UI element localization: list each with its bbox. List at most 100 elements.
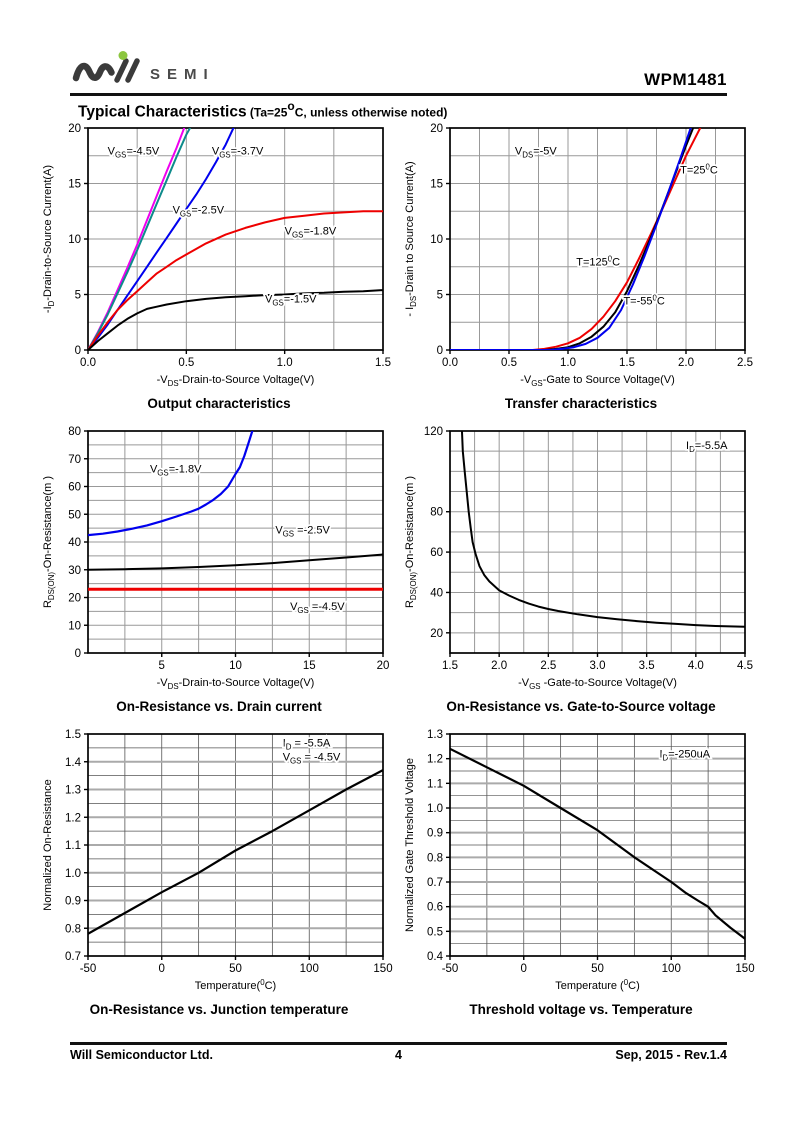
svg-text:40: 40 — [68, 537, 81, 549]
svg-text:30: 30 — [68, 565, 81, 577]
svg-text:1.5: 1.5 — [619, 357, 635, 369]
svg-text:VGS=-3.7V: VGS=-3.7V — [212, 146, 264, 160]
svg-text:5: 5 — [437, 290, 443, 302]
svg-text:20: 20 — [430, 628, 443, 640]
svg-text:VGS=-2.5V: VGS=-2.5V — [173, 204, 225, 218]
svg-text:VDS=-5V: VDS=-5V — [515, 146, 558, 160]
chart-on-resistance-vs-junction-temperature: -50 0 50 100 150 0.7 0.8 0.9 1.0 1.1 1.2 1.3 1.4 1.5 I… — [38, 726, 400, 1017]
svg-text:0.5: 0.5 — [427, 926, 443, 938]
svg-text:1.2: 1.2 — [65, 812, 81, 824]
svg-text:0.6: 0.6 — [427, 902, 443, 914]
svg-text:1.4: 1.4 — [65, 757, 82, 769]
svg-text:10: 10 — [229, 660, 242, 672]
page-footer: 4 Will Semiconductor Ltd. Sep, 2015 - Re… — [70, 1048, 727, 1062]
footer-page-number: 4 — [395, 1048, 402, 1062]
svg-text:1.5: 1.5 — [375, 357, 391, 369]
svg-text:50: 50 — [229, 963, 242, 975]
svg-text:50: 50 — [68, 509, 81, 521]
svg-text:0.0: 0.0 — [80, 357, 96, 369]
svg-text:T=250C: T=250C — [680, 163, 718, 177]
chart-title: On-Resistance vs. Junction temperature — [89, 1002, 349, 1017]
svg-text:T=-550C: T=-550C — [623, 293, 664, 307]
svg-text:-50: -50 — [80, 963, 97, 975]
on-resistance-vs-drain-current-plot: 5 10 15 20 0 10 20 30 40 50 60 70 80 VGS=-1.8V VGS =-2… — [42, 426, 390, 691]
chart-on-resistance-vs-drain-current: 5 10 15 20 0 10 20 30 40 50 60 70 80 VGS=-1.8V VGS =-2… — [38, 423, 400, 714]
svg-text:VGS = -4.5V: VGS = -4.5V — [283, 751, 341, 765]
svg-text:20: 20 — [377, 660, 390, 672]
svg-text:VGS=-1.8V: VGS=-1.8V — [285, 226, 337, 240]
chart-transfer-characteristics: 0.0 0.5 1.0 1.5 2.0 2.5 0 5 10 15 20 VDS=-5V T=250C T… — [400, 120, 762, 411]
svg-text:0: 0 — [521, 963, 527, 975]
svg-text:RDS(ON)-On-Resistance(m ): RDS(ON)-On-Resistance(m ) — [42, 476, 56, 608]
svg-text:T=1250C: T=1250C — [576, 255, 620, 269]
chart-threshold-voltage-vs-temperature: -50 0 50 100 150 0.4 0.5 0.6 0.7 0.8 0.9 1.0 1.1 1.2 1… — [400, 726, 762, 1017]
on-resistance-vs-gate-source-voltage-plot: 1.5 2.0 2.5 3.0 3.5 4.0 4.5 20 40 60 80 120 ID=-5.5A… — [404, 426, 753, 691]
svg-text:150: 150 — [735, 963, 754, 975]
svg-text:Temperature (0C): Temperature (0C) — [555, 978, 640, 992]
svg-text:80: 80 — [68, 426, 81, 438]
svg-text:ID=-250uA: ID=-250uA — [659, 748, 710, 762]
svg-text:5: 5 — [75, 290, 81, 302]
svg-text:2.0: 2.0 — [678, 357, 694, 369]
svg-text:15: 15 — [430, 179, 443, 191]
logo-slash-icon — [125, 58, 140, 83]
svg-text:15: 15 — [68, 179, 81, 191]
svg-text:10: 10 — [68, 620, 81, 632]
svg-text:VGS=-4.5V: VGS=-4.5V — [108, 146, 160, 160]
svg-text:10: 10 — [430, 234, 443, 246]
svg-text:0.4: 0.4 — [427, 951, 444, 963]
page-header: SEMI WPM1481 — [70, 46, 727, 92]
svg-text:60: 60 — [68, 482, 81, 494]
svg-text:-50: -50 — [442, 963, 459, 975]
svg-text:RDS(ON)-On-Resistance(m ): RDS(ON)-On-Resistance(m ) — [404, 476, 418, 608]
svg-text:2.5: 2.5 — [540, 660, 556, 672]
section-title-cond-sup: o — [287, 99, 295, 113]
svg-text:0.7: 0.7 — [427, 877, 443, 889]
svg-text:0: 0 — [75, 648, 81, 660]
svg-text:VGS=-1.5V: VGS=-1.5V — [265, 293, 317, 307]
svg-text:Normalized On-Resistance: Normalized On-Resistance — [42, 779, 54, 910]
on-resistance-vs-junction-temperature-plot: -50 0 50 100 150 0.7 0.8 0.9 1.0 1.1 1.2 1.3 1.4 1.5 I… — [42, 729, 393, 992]
svg-text:100: 100 — [300, 963, 319, 975]
footer-revision: Sep, 2015 - Rev.1.4 — [615, 1048, 727, 1062]
svg-text:0: 0 — [159, 963, 165, 975]
svg-text:VGS =-2.5V: VGS =-2.5V — [275, 525, 330, 539]
svg-text:40: 40 — [430, 587, 443, 599]
svg-text:1.5: 1.5 — [65, 729, 81, 741]
svg-text:0.5: 0.5 — [501, 357, 517, 369]
svg-text:-ID-Drain-to-Source Current(A): -ID-Drain-to-Source Current(A) — [42, 165, 56, 313]
svg-text:150: 150 — [373, 963, 392, 975]
svg-text:- IDS-Drain to Source Current(: - IDS-Drain to Source Current(A) — [404, 161, 418, 316]
svg-text:80: 80 — [430, 507, 443, 519]
brand-logo: SEMI — [72, 51, 215, 83]
svg-text:-VGS -Gate-to-Source Voltage(V: -VGS -Gate-to-Source Voltage(V) — [518, 677, 677, 691]
svg-text:20: 20 — [68, 593, 81, 605]
svg-text:70: 70 — [68, 454, 81, 466]
svg-text:60: 60 — [430, 547, 443, 559]
chart-title: Output characteristics — [147, 396, 291, 411]
part-number: WPM1481 — [644, 70, 727, 89]
svg-text:0: 0 — [75, 345, 81, 357]
svg-text:1.3: 1.3 — [427, 729, 443, 741]
svg-text:3.5: 3.5 — [639, 660, 655, 672]
svg-text:20: 20 — [430, 123, 443, 135]
svg-text:0.9: 0.9 — [427, 828, 443, 840]
svg-text:0.5: 0.5 — [178, 357, 194, 369]
svg-text:100: 100 — [662, 963, 681, 975]
svg-text:Temperature(0C): Temperature(0C) — [195, 978, 276, 992]
brand-semi-text: SEMI — [150, 66, 215, 83]
section-title-cond-pre: (Ta=25 — [246, 105, 288, 120]
svg-text:ID=-5.5A: ID=-5.5A — [686, 440, 728, 454]
output-characteristics-plot: 0.0 0.5 1.0 1.5 0 5 10 15 20 VGS=-4.5V VGS=-3.7V VG… — [42, 123, 391, 388]
svg-text:ID = -5.5A: ID = -5.5A — [283, 737, 331, 751]
svg-text:-VDS-Drain-to-Source Voltage(V: -VDS-Drain-to-Source Voltage(V) — [157, 374, 315, 388]
svg-text:2.0: 2.0 — [491, 660, 507, 672]
section-title-main: Typical Characteristics — [78, 103, 247, 121]
section-title: Typical Characteristics (Ta=25oC, unless… — [78, 99, 447, 121]
svg-text:0.8: 0.8 — [65, 923, 81, 935]
chart-output-characteristics: 0.0 0.5 1.0 1.5 0 5 10 15 20 VGS=-4.5V VGS=-3.7V VG… — [38, 120, 400, 411]
logo-dot-icon — [118, 51, 128, 60]
chart-title: Threshold voltage vs. Temperature — [469, 1002, 693, 1017]
svg-text:120: 120 — [424, 426, 443, 438]
